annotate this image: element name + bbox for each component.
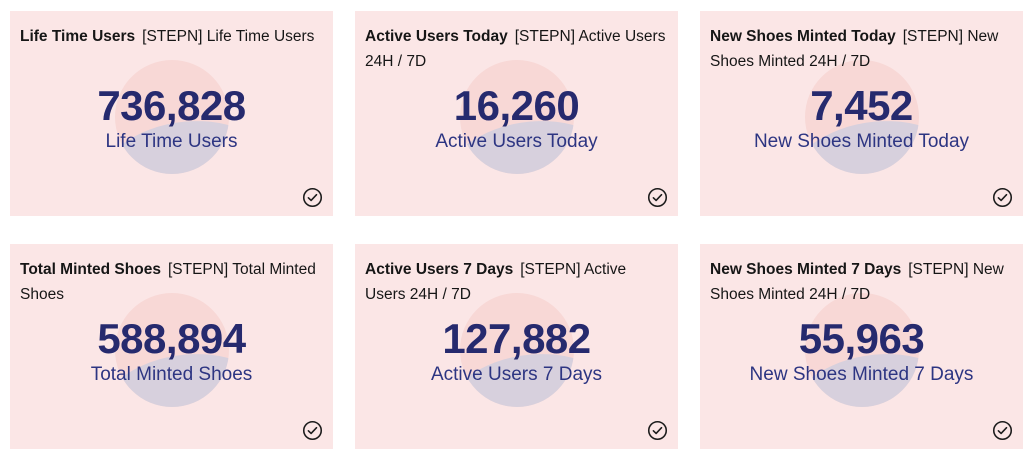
stat-card-new-shoes-minted-today: New Shoes Minted Today [STEPN] New Shoes … [700, 11, 1023, 216]
stat-label: New Shoes Minted 7 Days [749, 364, 974, 385]
panel-subtitle: [STEPN] Total Minted Shoes [20, 261, 316, 303]
check-circle-icon [647, 420, 668, 441]
panel-title: Active Users 7 Days [365, 261, 514, 278]
panel-subtitle: [STEPN] New Shoes Minted 24H / 7D [710, 261, 1004, 303]
panel-header: Active Users Today [STEPN] Active Users 2… [355, 11, 678, 74]
panel-subtitle: [STEPN] New Shoes Minted 24H / 7D [710, 28, 999, 70]
panel-header: New Shoes Minted Today [STEPN] New Shoes … [700, 11, 1023, 74]
check-circle-icon [302, 420, 323, 441]
decorative-circle [804, 60, 919, 174]
check-circle-icon [647, 187, 668, 208]
stat-block: 7,452 New Shoes Minted Today [700, 85, 1023, 153]
panel-subtitle: [STEPN] Life Time Users [142, 28, 315, 45]
stat-card-active-users-7-days: Active Users 7 Days [STEPN] Active Users … [355, 244, 678, 449]
stat-value: 736,828 [97, 82, 246, 129]
stat-label: Total Minted Shoes [90, 364, 253, 385]
stat-block: 588,894 Total Minted Shoes [10, 318, 333, 386]
stat-value: 127,882 [442, 315, 591, 362]
panel-title: Active Users Today [365, 28, 508, 45]
stat-label: Active Users Today [435, 131, 598, 152]
decorative-circle [804, 293, 919, 407]
panel-title: New Shoes Minted Today [710, 28, 896, 45]
stat-block: 55,963 New Shoes Minted 7 Days [700, 318, 1023, 386]
panel-header: Life Time Users [STEPN] Life Time Users [10, 11, 333, 49]
stat-block: 736,828 Life Time Users [10, 85, 333, 153]
stat-card-new-shoes-minted-7-days: New Shoes Minted 7 Days [STEPN] New Shoes… [700, 244, 1023, 449]
stat-label: Active Users 7 Days [430, 364, 603, 385]
decorative-circle [114, 60, 229, 174]
stat-value: 55,963 [798, 315, 925, 362]
panel-title: New Shoes Minted 7 Days [710, 261, 902, 278]
stat-label: Life Time Users [105, 131, 238, 152]
check-circle-icon [302, 187, 323, 208]
panel-header: New Shoes Minted 7 Days [STEPN] New Shoes… [700, 244, 1023, 307]
panel-subtitle: [STEPN] Active Users 24H / 7D [365, 28, 666, 70]
check-circle-icon [992, 187, 1013, 208]
panel-title: Total Minted Shoes [20, 261, 161, 278]
stat-block: 127,882 Active Users 7 Days [355, 318, 678, 386]
stat-value: 588,894 [97, 315, 246, 362]
panel-title: Life Time Users [20, 28, 136, 45]
panel-subtitle: [STEPN] Active Users 24H / 7D [365, 261, 627, 303]
decorative-circle [459, 293, 574, 407]
stat-card-total-minted-shoes: Total Minted Shoes [STEPN] Total Minted S… [10, 244, 333, 449]
decorative-circle [459, 60, 574, 174]
stat-label: New Shoes Minted Today [753, 131, 970, 152]
stat-value: 7,452 [810, 82, 913, 129]
stat-block: 16,260 Active Users Today [355, 85, 678, 153]
stat-value: 16,260 [453, 82, 580, 129]
decorative-circle [114, 293, 229, 407]
check-circle-icon [992, 420, 1013, 441]
panel-header: Active Users 7 Days [STEPN] Active Users … [355, 244, 678, 307]
stat-card-life-time-users: Life Time Users [STEPN] Life Time Users 7… [10, 11, 333, 216]
stat-card-active-users-today: Active Users Today [STEPN] Active Users 2… [355, 11, 678, 216]
panel-header: Total Minted Shoes [STEPN] Total Minted S… [10, 244, 333, 307]
